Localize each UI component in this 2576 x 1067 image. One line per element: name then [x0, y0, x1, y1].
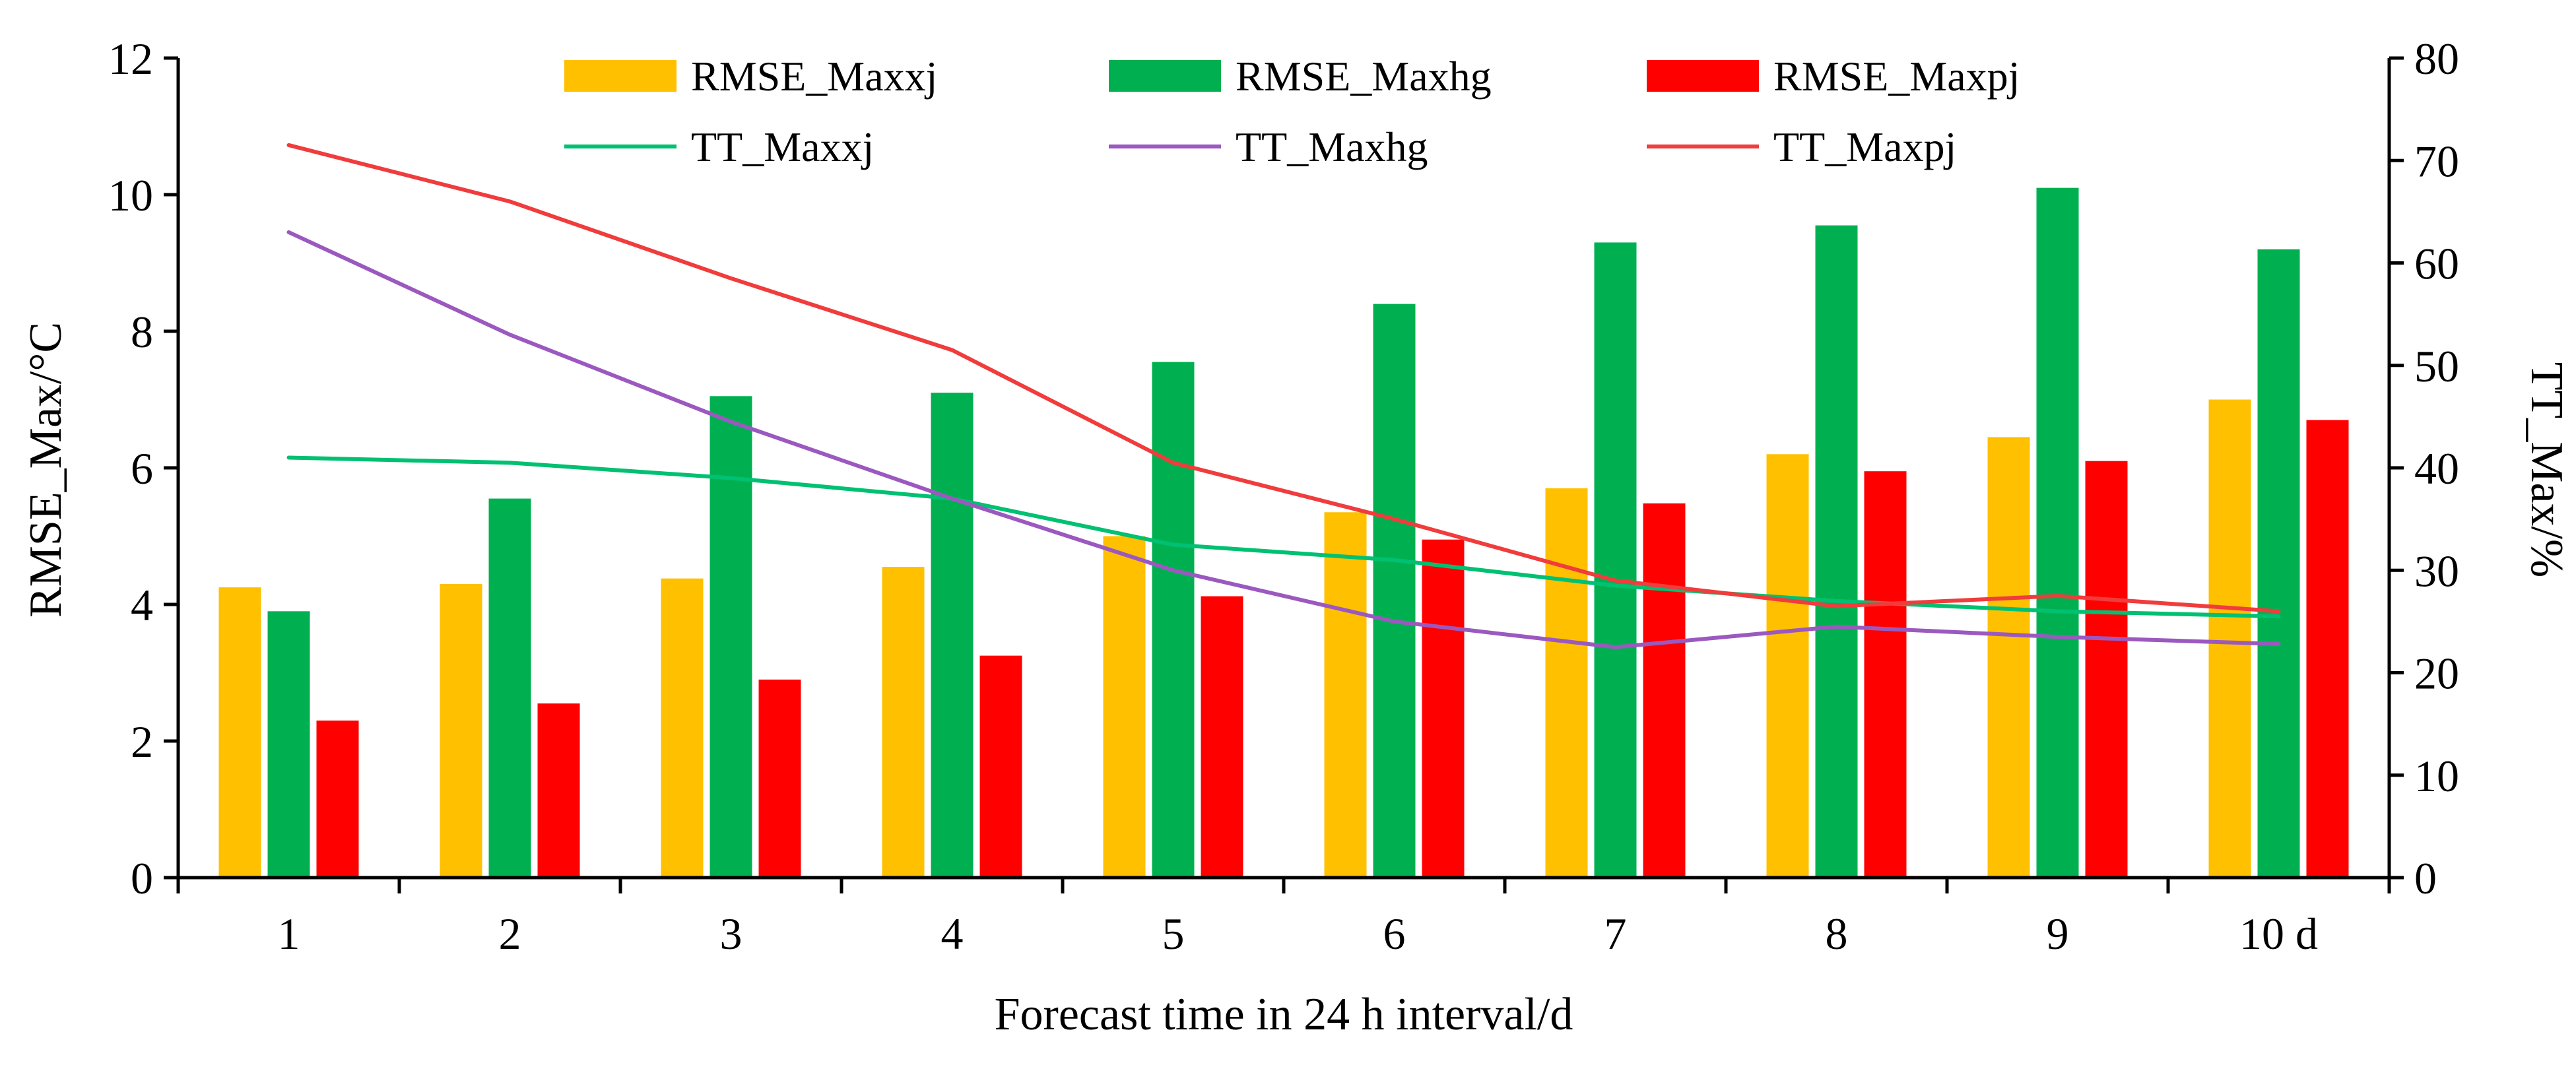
y-right-tick-label: 80 — [2414, 34, 2459, 84]
bar-RMSE_Maxhg-10d — [2257, 249, 2300, 878]
x-tick-label: 8 — [1826, 909, 1848, 959]
legend-label-RMSE_Maxxj: RMSE_Maxxj — [691, 53, 937, 100]
legend-swatch-RMSE_Maxxj — [564, 60, 677, 92]
lines-layer — [286, 143, 2281, 649]
bar-RMSE_Maxpj-9 — [2085, 461, 2128, 878]
bar-RMSE_Maxhg-9 — [2036, 187, 2079, 878]
x-tick-label: 10 d — [2239, 909, 2318, 959]
bar-RMSE_Maxpj-4 — [979, 655, 1022, 878]
x-tick-label: 4 — [941, 909, 964, 959]
legend-label-RMSE_Maxhg: RMSE_Maxhg — [1236, 53, 1492, 100]
y-axis-left-title: RMSE_Max/°C — [20, 322, 71, 618]
bar-RMSE_Maxhg-2 — [488, 498, 531, 878]
x-tick-label: 1 — [278, 909, 300, 959]
y-right-tick-label: 0 — [2414, 853, 2437, 903]
y-right-tick-label: 60 — [2414, 239, 2459, 289]
bar-RMSE_Maxpj-5 — [1201, 596, 1243, 878]
legend-label-TT_Maxhg: TT_Maxhg — [1236, 123, 1428, 170]
x-tick-label: 5 — [1162, 909, 1185, 959]
legend: RMSE_Maxxj RMSE_Maxhg RMSE_Maxpj TT_Maxxj TT… — [564, 53, 2020, 170]
bar-RMSE_Maxhg-1 — [267, 611, 310, 878]
x-tick-label: 3 — [720, 909, 743, 959]
y-left-tick-label: 8 — [131, 307, 153, 357]
y-right-tick-label: 40 — [2414, 443, 2459, 494]
bar-RMSE_Maxhg-3 — [710, 396, 752, 878]
legend-label-TT_Maxpj: TT_Maxpj — [1773, 123, 1956, 170]
bar-RMSE_Maxxj-8 — [1766, 454, 1809, 878]
y-right-tick-label: 10 — [2414, 751, 2459, 801]
y-left-tick-label: 6 — [131, 443, 153, 494]
bar-RMSE_Maxhg-4 — [931, 393, 974, 878]
bar-RMSE_Maxxj-3 — [661, 578, 704, 878]
y-right-tick-label: 70 — [2414, 136, 2459, 186]
line-TT_Maxpj — [286, 143, 2281, 614]
bars-layer — [218, 187, 2349, 878]
bar-RMSE_Maxhg-8 — [1815, 225, 1858, 878]
bar-RMSE_Maxpj-2 — [537, 703, 580, 878]
y-left-tick-label: 12 — [108, 34, 153, 84]
y-right-tick-label: 20 — [2414, 649, 2459, 699]
legend-label-RMSE_Maxpj: RMSE_Maxpj — [1773, 53, 2020, 100]
legend-swatch-RMSE_Maxhg — [1109, 60, 1221, 92]
bar-RMSE_Maxxj-1 — [218, 587, 261, 878]
y-left-tick-label: 0 — [131, 853, 153, 903]
bar-RMSE_Maxxj-10d — [2208, 399, 2251, 878]
bar-RMSE_Maxhg-6 — [1373, 304, 1416, 878]
bar-RMSE_Maxxj-9 — [1987, 437, 2030, 878]
x-axis-title: Forecast time in 24 h interval/d — [995, 989, 1573, 1040]
x-tick-label: 6 — [1383, 909, 1406, 959]
bar-RMSE_Maxxj-7 — [1545, 488, 1588, 878]
bar-RMSE_Maxpj-6 — [1422, 539, 1465, 878]
y-left-tick-label: 2 — [131, 717, 153, 767]
y-left-tick-label: 4 — [131, 580, 153, 630]
x-tick-label: 7 — [1604, 909, 1627, 959]
bar-RMSE_Maxpj-1 — [316, 720, 359, 878]
bar-RMSE_Maxhg-7 — [1594, 242, 1637, 878]
bar-RMSE_Maxxj-6 — [1324, 512, 1367, 878]
bar-RMSE_Maxpj-8 — [1864, 471, 1907, 878]
line-TT_Maxhg — [286, 230, 2281, 649]
bar-RMSE_Maxxj-4 — [882, 567, 925, 878]
y-right-tick-label: 30 — [2414, 546, 2459, 596]
bar-RMSE_Maxpj-7 — [1643, 503, 1686, 878]
y-right-tick-label: 50 — [2414, 341, 2459, 391]
bar-RMSE_Maxpj-3 — [758, 679, 801, 878]
y-left-tick-label: 10 — [108, 170, 153, 220]
line-TT_Maxxj — [286, 455, 2281, 619]
x-tick-label: 9 — [2047, 909, 2069, 959]
x-tick-label: 2 — [499, 909, 521, 959]
bar-RMSE_Maxxj-5 — [1103, 536, 1146, 878]
legend-label-TT_Maxxj: TT_Maxxj — [691, 123, 874, 170]
legend-swatch-RMSE_Maxpj — [1647, 60, 1759, 92]
bar-RMSE_Maxxj-2 — [440, 583, 482, 878]
bar-RMSE_Maxhg-5 — [1152, 362, 1195, 878]
bar-RMSE_Maxpj-10d — [2306, 420, 2349, 878]
y-axis-right-title: TT_Max/% — [2521, 362, 2572, 578]
